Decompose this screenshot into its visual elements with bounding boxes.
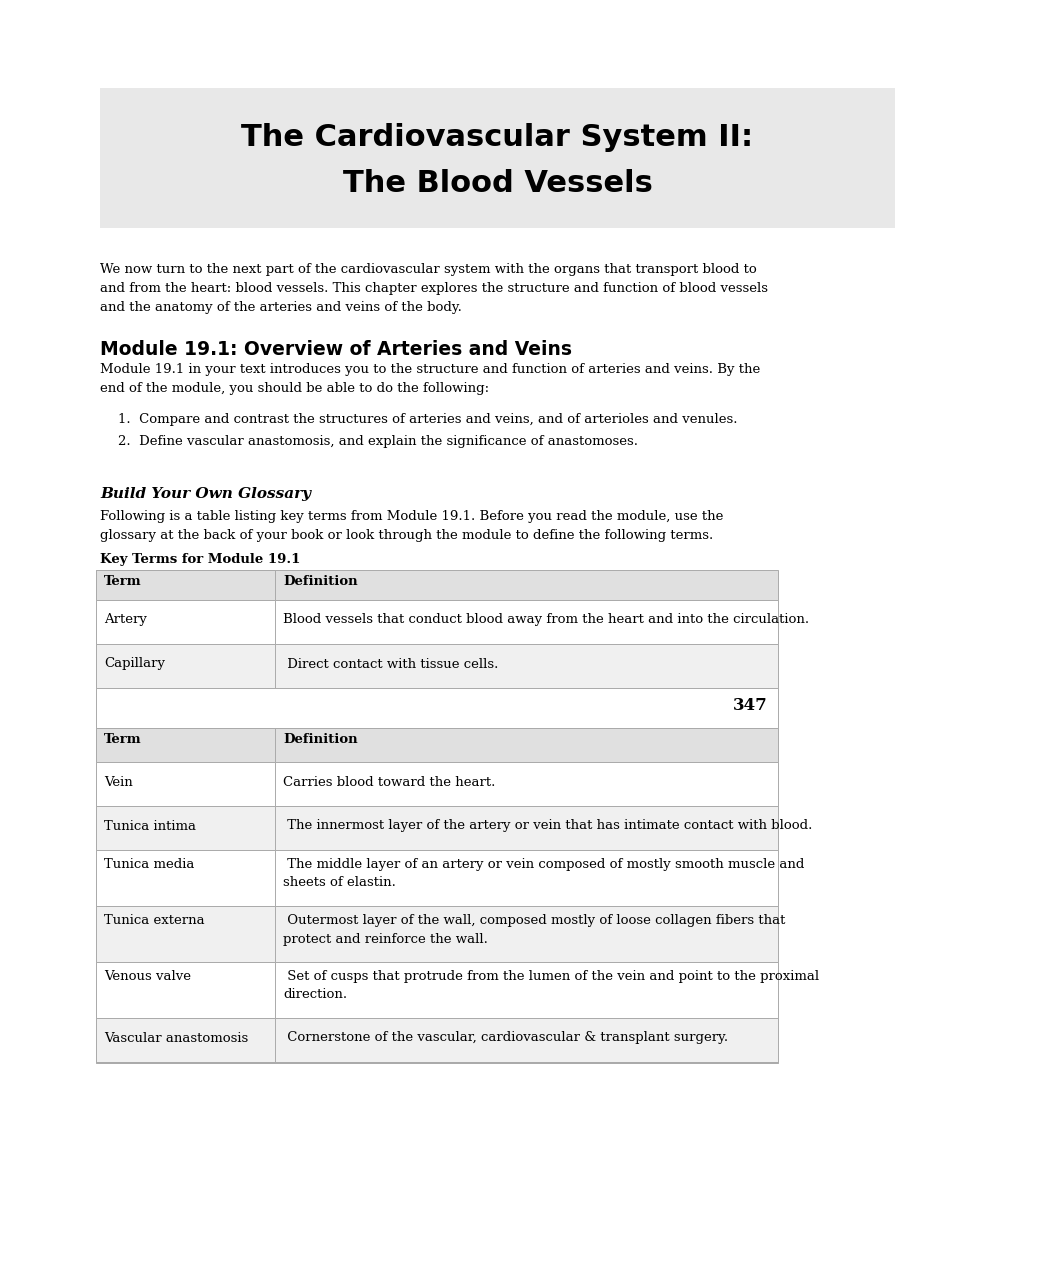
Bar <box>96 806 275 849</box>
Text: Module 19.1: Overview of Arteries and Veins: Module 19.1: Overview of Arteries and Ve… <box>100 341 572 359</box>
Bar <box>96 1018 275 1061</box>
Bar <box>96 806 778 849</box>
Text: Set of cusps that protrude from the lumen of the vein and point to the proximal
: Set of cusps that protrude from the lume… <box>282 970 819 1001</box>
Bar <box>96 600 778 644</box>
Text: Term: Term <box>104 732 141 747</box>
Bar <box>100 87 895 227</box>
Text: Blood vessels that conduct blood away from the heart and into the circulation.: Blood vessels that conduct blood away fr… <box>282 613 809 627</box>
Text: Direct contact with tissue cells.: Direct contact with tissue cells. <box>282 658 498 671</box>
Text: Build Your Own Glossary: Build Your Own Glossary <box>100 487 311 501</box>
Bar <box>96 962 778 1018</box>
Text: Definition: Definition <box>282 732 358 747</box>
Bar <box>96 962 275 1018</box>
Bar <box>96 644 778 687</box>
Text: Tunica externa: Tunica externa <box>104 914 205 926</box>
Text: Vein: Vein <box>104 776 133 789</box>
Text: Term: Term <box>104 574 141 589</box>
Text: Definition: Definition <box>282 574 358 589</box>
Text: Capillary: Capillary <box>104 658 165 671</box>
Bar <box>96 906 778 962</box>
Bar <box>96 762 275 806</box>
Text: Following is a table listing key terms from Module 19.1. Before you read the mod: Following is a table listing key terms f… <box>100 510 723 542</box>
Text: Tunica media: Tunica media <box>104 858 194 871</box>
Text: Outermost layer of the wall, composed mostly of loose collagen fibers that
prote: Outermost layer of the wall, composed mo… <box>282 914 786 946</box>
Bar <box>96 571 778 600</box>
Text: Artery: Artery <box>104 613 147 627</box>
Bar <box>96 600 275 644</box>
Text: Carries blood toward the heart.: Carries blood toward the heart. <box>282 776 495 789</box>
Bar <box>96 762 778 806</box>
Text: The Blood Vessels: The Blood Vessels <box>343 168 652 198</box>
Bar <box>96 849 778 906</box>
Text: 347: 347 <box>733 698 768 714</box>
Text: Key Terms for Module 19.1: Key Terms for Module 19.1 <box>100 553 301 565</box>
Text: Tunica intima: Tunica intima <box>104 820 196 833</box>
Text: Module 19.1 in your text introduces you to the structure and function of arterie: Module 19.1 in your text introduces you … <box>100 362 760 394</box>
Text: Venous valve: Venous valve <box>104 970 191 983</box>
Text: We now turn to the next part of the cardiovascular system with the organs that t: We now turn to the next part of the card… <box>100 263 768 314</box>
Text: 1.  Compare and contrast the structures of arteries and veins, and of arterioles: 1. Compare and contrast the structures o… <box>118 412 737 427</box>
Bar <box>96 906 275 962</box>
Bar <box>96 849 275 906</box>
Text: The innermost layer of the artery or vein that has intimate contact with blood.: The innermost layer of the artery or vei… <box>282 820 812 833</box>
Text: 2.  Define vascular anastomosis, and explain the significance of anastomoses.: 2. Define vascular anastomosis, and expl… <box>118 436 638 448</box>
Bar <box>96 644 275 687</box>
Text: The middle layer of an artery or vein composed of mostly smooth muscle and
sheet: The middle layer of an artery or vein co… <box>282 858 804 889</box>
Bar <box>96 1018 778 1061</box>
Text: Cornerstone of the vascular, cardiovascular & transplant surgery.: Cornerstone of the vascular, cardiovascu… <box>282 1032 729 1045</box>
Text: The Cardiovascular System II:: The Cardiovascular System II: <box>241 123 754 153</box>
Bar <box>96 729 778 762</box>
Bar <box>96 571 275 600</box>
Bar <box>96 687 778 729</box>
Bar <box>96 729 275 762</box>
Text: Vascular anastomosis: Vascular anastomosis <box>104 1032 249 1045</box>
